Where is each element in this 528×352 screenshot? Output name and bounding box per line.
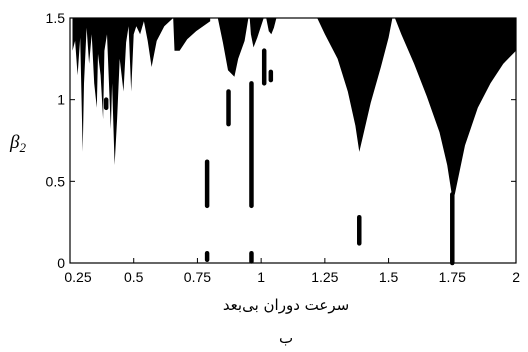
instability-region-7	[72, 18, 174, 165]
x-tick-label: 1.75	[439, 269, 466, 285]
x-tick-label: 0.25	[64, 269, 91, 285]
instability-region-5	[249, 18, 264, 48]
instability-region-1	[394, 18, 516, 198]
x-tick-label: 1.5	[379, 269, 399, 285]
y-axis-label: β2	[9, 132, 26, 155]
y-axis-ticks: 0 0.5 1 1.5	[46, 10, 516, 271]
y-tick-label: 0	[57, 255, 65, 271]
instability-region-3	[173, 18, 211, 51]
x-tick-label: 2	[512, 269, 520, 285]
x-tick-label: 0.75	[184, 269, 211, 285]
x-tick-label: 1	[257, 269, 265, 285]
x-axis-ticks: 0.25 0.5 0.75 1 1.25 1.5 1.75 2	[64, 18, 520, 285]
y-tick-label: 0.5	[46, 173, 66, 189]
y-tick-label: 1	[57, 92, 65, 108]
x-tick-label: 1.25	[311, 269, 338, 285]
x-axis-label: سرعت دوران بی‌بعد	[223, 296, 349, 314]
instability-region-6	[266, 18, 277, 35]
y-axis-symbol: β	[9, 132, 20, 153]
x-tick-label: 0.5	[124, 269, 144, 285]
instability-region-4	[217, 18, 249, 77]
isolated-segments	[103, 48, 455, 266]
y-axis-subscript: 2	[19, 140, 26, 155]
figure-caption: ب	[279, 329, 293, 347]
instability-regions	[72, 18, 516, 198]
instability-region-2	[317, 18, 393, 152]
plot-frame	[69, 17, 517, 264]
y-tick-label: 1.5	[46, 10, 66, 26]
